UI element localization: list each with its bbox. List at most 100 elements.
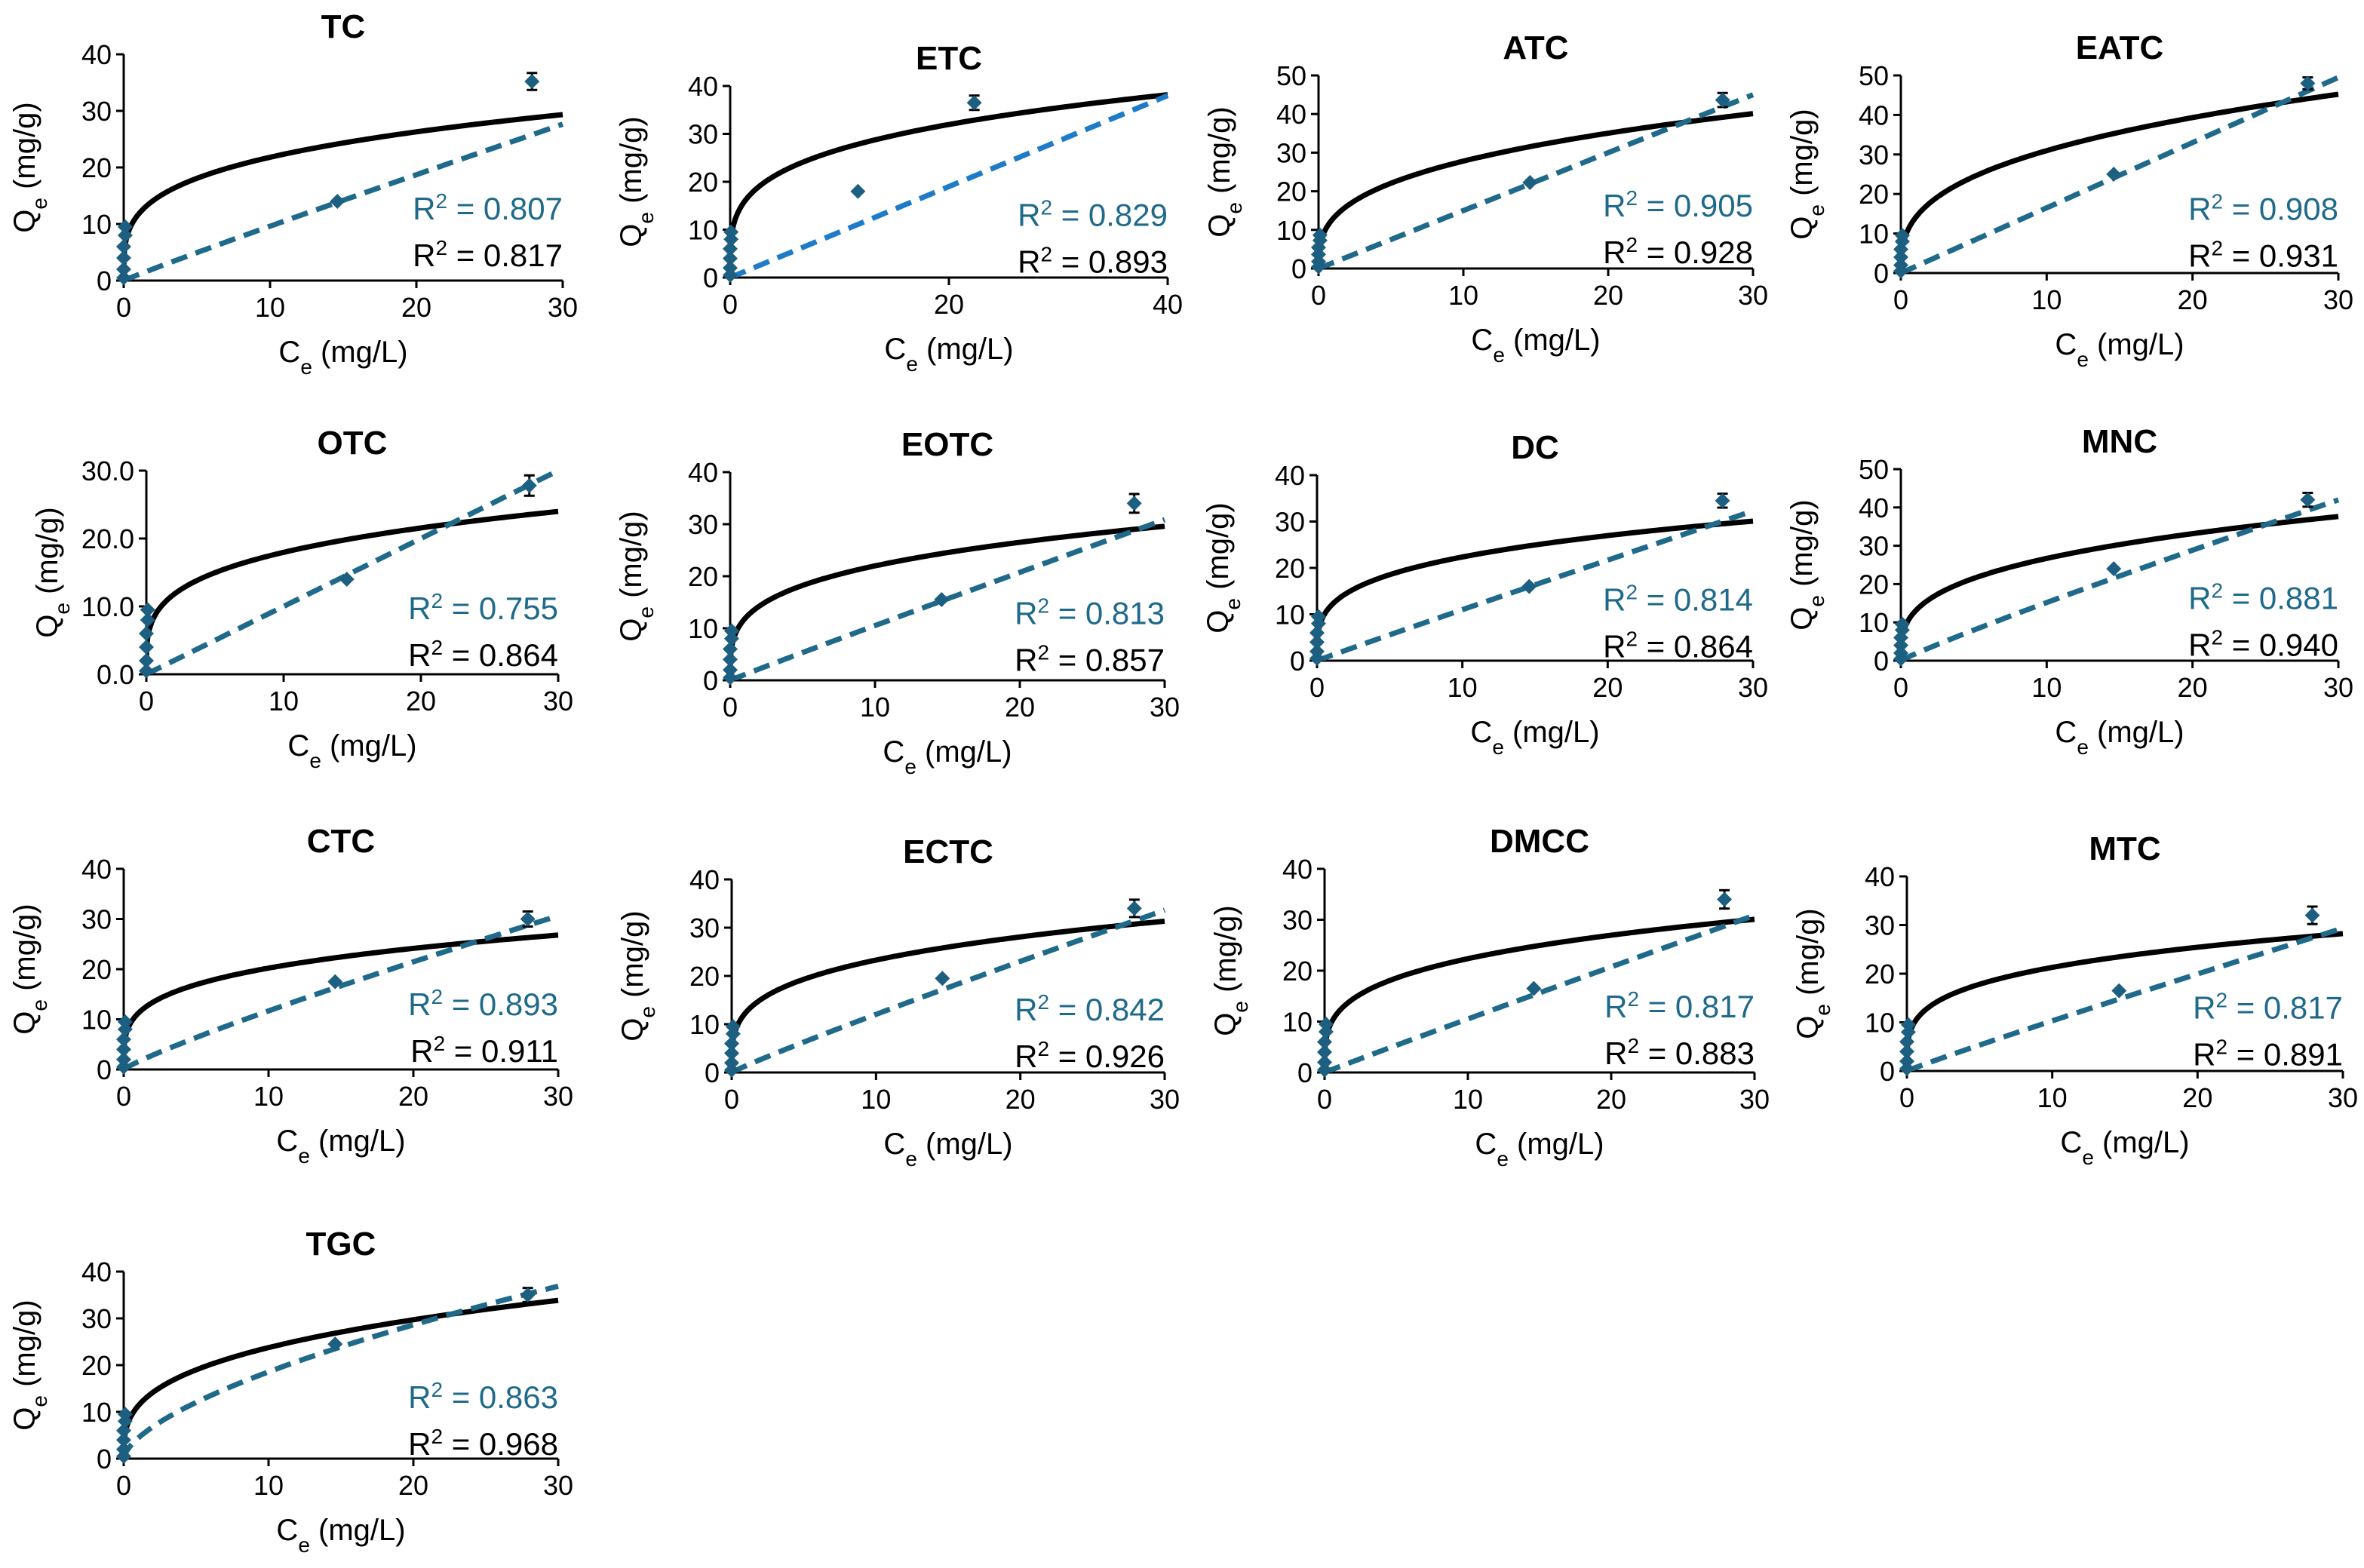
chart-eotc: EOTC 0 10 20 30 40 0 10 20 30 Ce (mg/L) Qe (mg/g) R2… — [615, 426, 1180, 778]
x-tick-label: 10 — [1453, 1084, 1483, 1115]
data-point — [1318, 1016, 1334, 1032]
x-tick-label: 20 — [1593, 280, 1623, 311]
r2-solid-fit: R2 = 0.864 — [1603, 627, 1753, 664]
chart-title: ETC — [916, 40, 982, 77]
data-point — [723, 250, 738, 266]
fit-curve-dashed — [124, 121, 564, 281]
data-point — [966, 95, 982, 111]
chart-tc: TC 0 10 20 30 40 0 10 20 30 Ce (mg/L) Qe (mg/g) R2 =… — [8, 8, 578, 379]
data-point — [2111, 983, 2127, 999]
y-tick-label: 40 — [1282, 854, 1312, 885]
x-tick-label: 30 — [548, 292, 578, 323]
y-tick-label: 40 — [689, 864, 720, 895]
x-tick-label: 10 — [1448, 280, 1478, 311]
data-point — [116, 1032, 131, 1048]
data-point — [724, 1055, 739, 1071]
y-tick-label: 30 — [688, 119, 718, 150]
y-axis-title: Qe (mg/g) — [615, 116, 658, 247]
x-axis-title: Ce (mg/L) — [1470, 716, 1599, 759]
data-point — [1310, 609, 1326, 624]
data-point — [723, 670, 738, 686]
data-point — [1899, 1034, 1914, 1050]
x-tick-label: 10 — [255, 292, 285, 323]
r2-dashed-fit: R2 = 0.817 — [2193, 988, 2343, 1026]
fit-curve-dashed — [732, 907, 1166, 1072]
y-tick-label: 40 — [688, 71, 718, 102]
chart-title: MNC — [2082, 423, 2157, 460]
data-point — [935, 971, 950, 987]
fit-curve-black — [146, 508, 559, 669]
r2-solid-fit: R2 = 0.931 — [2188, 236, 2338, 274]
chart-title: EATC — [2076, 29, 2164, 66]
x-axis-title: Ce (mg/L) — [883, 735, 1012, 778]
y-tick-label: 30 — [1276, 137, 1306, 168]
r2-dashed-fit: R2 = 0.814 — [1603, 580, 1753, 618]
data-point — [1317, 1062, 1332, 1078]
data-point — [1309, 634, 1325, 650]
y-tick-label: 10 — [1859, 219, 1889, 250]
r2-solid-fit: R2 = 0.817 — [413, 236, 563, 274]
data-point — [139, 663, 154, 679]
fit-curve-black — [1907, 931, 2344, 1066]
x-tick-label: 10 — [1448, 672, 1478, 703]
data-point — [117, 1014, 133, 1029]
data-point — [850, 183, 866, 199]
data-point — [330, 194, 345, 209]
fit-curve-black — [730, 92, 1168, 272]
data-point — [116, 1051, 131, 1067]
x-axis-title: Ce (mg/L) — [278, 336, 407, 379]
data-point — [140, 602, 155, 618]
data-point — [1126, 496, 1142, 511]
data-point — [1893, 257, 1908, 273]
data-point — [139, 653, 154, 668]
x-tick-label: 0 — [116, 1081, 131, 1112]
data-point — [1126, 901, 1142, 916]
fit-curve-black — [124, 1297, 559, 1456]
y-tick-label: 0 — [97, 1444, 112, 1474]
y-tick-label: 40 — [81, 39, 112, 70]
y-tick-label: 20 — [81, 152, 112, 183]
x-axis-title: Ce (mg/L) — [287, 729, 416, 772]
y-tick-label: 20 — [1275, 553, 1305, 584]
data-point — [2300, 75, 2316, 91]
data-point — [117, 228, 133, 243]
y-tick-label: 10 — [81, 209, 112, 240]
r2-solid-fit: R2 = 0.940 — [2188, 625, 2338, 663]
y-tick-label: 40 — [1275, 460, 1305, 491]
data-point — [521, 477, 537, 493]
y-tick-label: 30 — [1865, 910, 1895, 941]
data-point — [1521, 578, 1537, 594]
chart-title: OTC — [318, 425, 388, 462]
y-axis-title: Qe (mg/g) — [8, 904, 51, 1034]
chart-title: TC — [321, 8, 366, 45]
x-tick-label: 40 — [1153, 289, 1183, 320]
y-axis-title: Qe (mg/g) — [8, 1300, 51, 1430]
chart-etc: ETC 0 10 20 30 40 0 20 40 Ce (mg/L) Qe (mg/g) R2 = … — [615, 40, 1183, 376]
data-point — [1309, 625, 1325, 641]
x-tick-label: 10 — [253, 1081, 284, 1112]
y-tick-label: 40 — [1276, 99, 1306, 130]
y-tick-label: 40 — [688, 457, 718, 488]
data-point — [723, 260, 738, 276]
data-point — [1894, 616, 1910, 632]
x-tick-label: 30 — [2323, 284, 2353, 315]
fit-curve-black — [1901, 91, 2339, 271]
y-tick-label: 50 — [1859, 454, 1889, 485]
y-tick-label: 0.0 — [97, 659, 134, 690]
data-point — [1318, 1024, 1334, 1039]
data-point — [520, 1287, 536, 1303]
x-tick-label: 0 — [116, 1470, 131, 1501]
chart-eatc: EATC 0 10 20 30 40 50 0 10 20 30 Ce (mg/L) Qe (mg/g)… — [1785, 29, 2353, 371]
y-tick-label: 50 — [1859, 60, 1889, 91]
y-tick-label: 10 — [689, 1009, 720, 1040]
fit-curve-dashed — [730, 93, 1169, 278]
x-tick-label: 30 — [543, 1081, 573, 1112]
fit-curve-dashed — [124, 913, 560, 1069]
y-tick-label: 10 — [688, 613, 718, 644]
r2-solid-fit: R2 = 0.926 — [1015, 1036, 1165, 1074]
x-tick-label: 0 — [1893, 284, 1908, 315]
data-point — [139, 640, 154, 655]
chart-title: TGC — [306, 1226, 376, 1263]
x-tick-label: 0 — [723, 289, 738, 320]
data-point — [723, 623, 739, 639]
